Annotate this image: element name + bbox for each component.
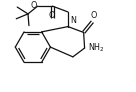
Text: N: N: [70, 16, 76, 25]
Text: O: O: [90, 11, 97, 20]
Text: O: O: [30, 1, 37, 10]
Text: NH$_2$: NH$_2$: [88, 42, 104, 54]
Text: O: O: [48, 11, 55, 20]
